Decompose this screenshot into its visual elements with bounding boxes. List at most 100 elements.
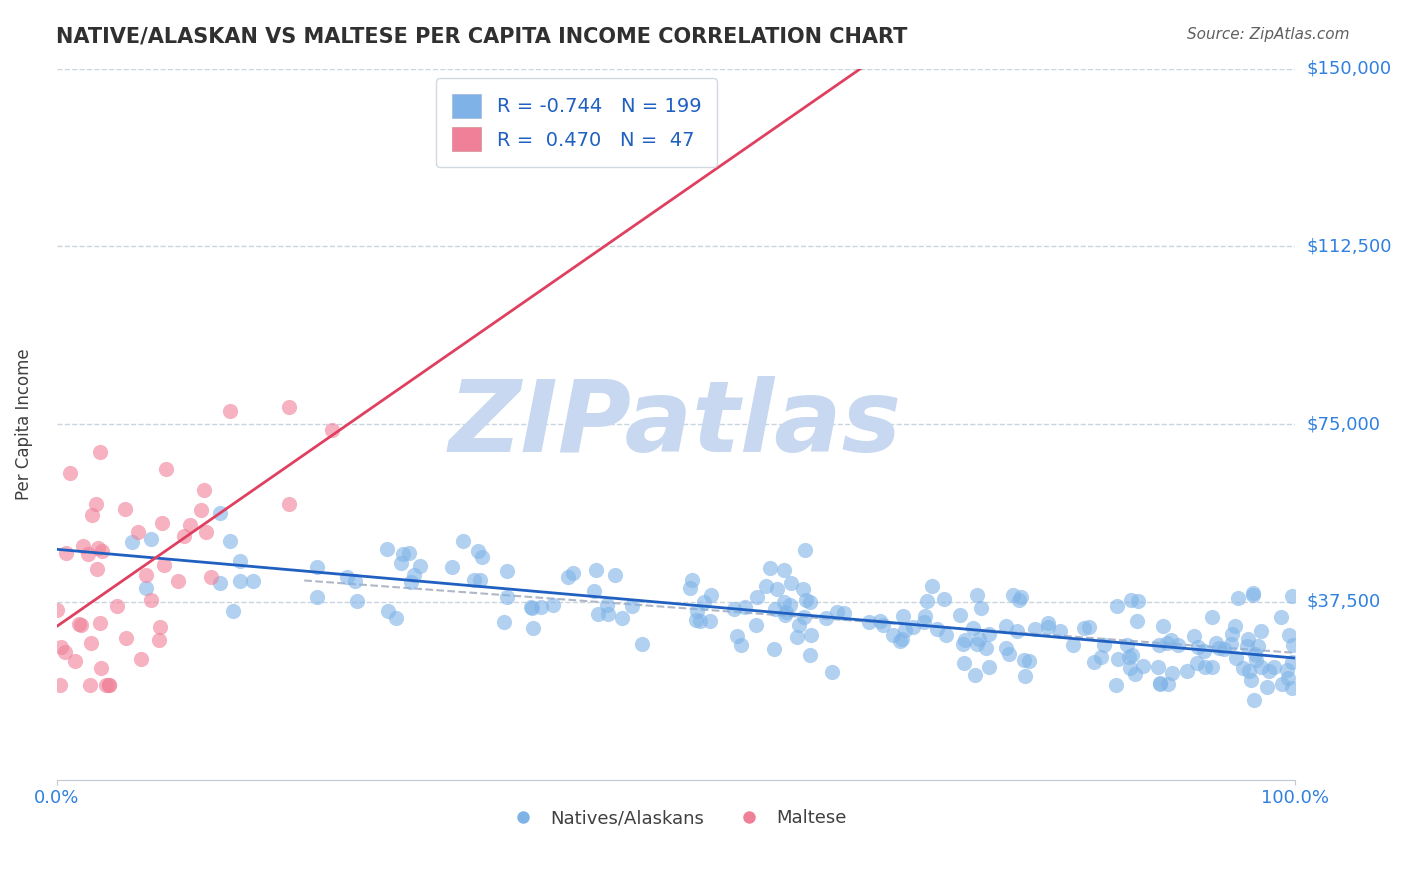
Point (1243, 647, 1265, 661)
Point (595, 598, 617, 612)
Point (219, 533, 242, 548)
Point (76, 547, 98, 561)
Point (1125, 666, 1147, 681)
Point (200, 570, 222, 584)
Point (949, 607, 972, 622)
Point (1012, 652, 1035, 666)
Point (167, 574, 190, 588)
Point (496, 591, 519, 605)
Point (1232, 661, 1254, 675)
Point (689, 614, 711, 628)
Point (89, 615, 111, 630)
Point (1149, 675, 1171, 690)
Point (1237, 664, 1260, 678)
Point (1236, 639, 1258, 653)
Point (1263, 660, 1285, 674)
Point (1227, 591, 1250, 605)
Point (725, 629, 748, 643)
Point (1208, 641, 1230, 656)
Point (194, 524, 217, 539)
Point (793, 610, 815, 624)
Point (471, 550, 494, 565)
Point (399, 574, 422, 589)
Point (80, 636, 103, 650)
Point (745, 618, 768, 632)
Text: $112,500: $112,500 (1308, 237, 1392, 255)
Point (1225, 619, 1247, 633)
Point (1126, 594, 1149, 608)
Point (114, 631, 136, 645)
Point (1271, 677, 1294, 691)
Point (890, 632, 912, 646)
Point (96, 678, 118, 692)
Point (1281, 589, 1303, 603)
Point (218, 404, 240, 418)
Point (1281, 638, 1303, 652)
Text: Source: ZipAtlas.com: Source: ZipAtlas.com (1187, 27, 1350, 42)
Point (1049, 624, 1071, 639)
Point (1156, 636, 1178, 650)
Point (1014, 669, 1036, 683)
Point (1220, 627, 1243, 641)
Point (90, 661, 112, 675)
Point (1257, 664, 1279, 678)
Point (179, 518, 201, 533)
Point (278, 497, 301, 511)
Point (522, 621, 544, 635)
Point (775, 605, 797, 619)
Point (995, 619, 1018, 633)
Point (970, 600, 993, 615)
Point (344, 574, 367, 589)
Point (901, 620, 924, 634)
Point (141, 593, 163, 607)
Text: $150,000: $150,000 (1308, 60, 1392, 78)
Point (693, 595, 716, 609)
Point (1240, 673, 1263, 687)
Point (1192, 643, 1215, 657)
Point (440, 560, 463, 574)
Point (55, 546, 77, 560)
Point (723, 602, 745, 616)
Point (977, 660, 1000, 674)
Point (994, 640, 1017, 655)
Point (385, 611, 408, 625)
Point (557, 570, 579, 584)
Point (84, 497, 107, 511)
Point (67, 617, 90, 632)
Point (773, 595, 796, 609)
Point (389, 556, 412, 570)
Point (966, 637, 988, 651)
Point (1121, 593, 1143, 607)
Point (755, 579, 778, 593)
Point (621, 599, 644, 613)
Point (229, 574, 252, 589)
Point (1241, 586, 1264, 600)
Point (1149, 638, 1171, 652)
Point (1092, 639, 1115, 653)
Point (582, 583, 605, 598)
Point (70, 618, 93, 632)
Point (451, 533, 474, 548)
Point (977, 627, 1000, 641)
Point (135, 582, 157, 596)
Point (679, 581, 702, 595)
Point (520, 600, 543, 615)
Point (1175, 665, 1198, 679)
Point (305, 590, 328, 604)
Point (173, 529, 195, 543)
Point (1250, 624, 1272, 639)
Point (278, 400, 301, 414)
Point (1277, 663, 1299, 677)
Point (1090, 650, 1112, 665)
Point (305, 560, 328, 574)
Point (681, 573, 703, 587)
Point (1281, 655, 1303, 669)
Point (53, 645, 76, 659)
Point (1024, 622, 1046, 636)
Point (1246, 639, 1268, 653)
Point (89, 445, 111, 459)
Point (1201, 609, 1223, 624)
Point (150, 516, 173, 531)
Point (1237, 632, 1260, 647)
Point (1119, 661, 1142, 675)
